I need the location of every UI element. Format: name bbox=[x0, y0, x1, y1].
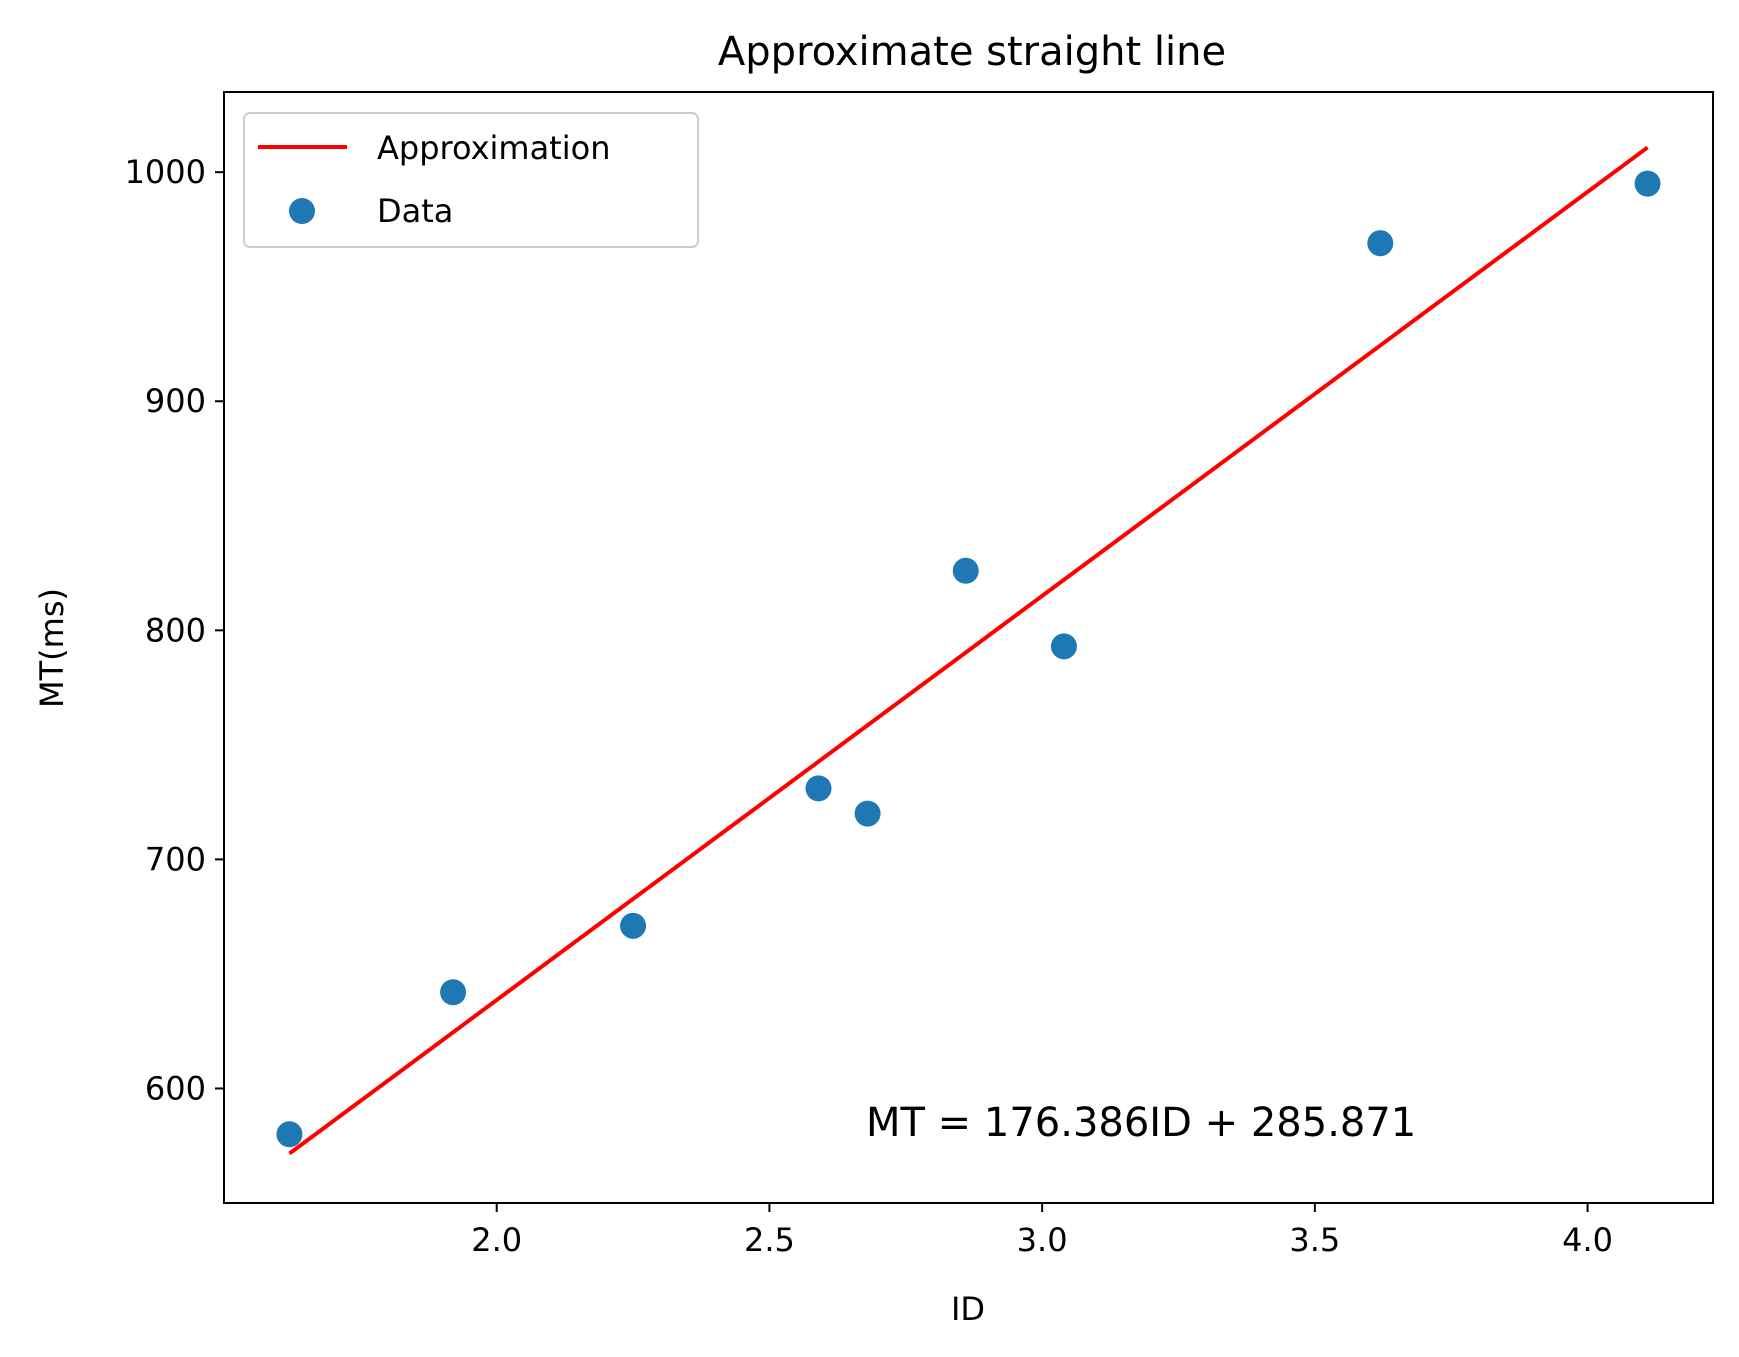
data-point bbox=[854, 800, 881, 827]
data-point bbox=[952, 557, 979, 584]
data-point bbox=[805, 775, 832, 802]
data-point bbox=[1050, 633, 1077, 660]
y-tick-label: 1000 bbox=[125, 153, 206, 191]
x-axis-label: ID bbox=[951, 1290, 985, 1328]
data-point bbox=[276, 1121, 303, 1148]
legend-label-approximation: Approximation bbox=[377, 129, 610, 167]
y-axis-label: MT(ms) bbox=[33, 588, 71, 708]
equation-annotation: MT = 176.386ID + 285.871 bbox=[866, 1100, 1416, 1146]
legend-frame bbox=[243, 112, 699, 248]
y-tick-label: 800 bbox=[145, 611, 206, 649]
chart-title: Approximate straight line bbox=[718, 29, 1226, 75]
data-point bbox=[620, 912, 647, 939]
data-point bbox=[1634, 170, 1661, 197]
y-tick-label: 600 bbox=[145, 1069, 206, 1107]
y-tick-label: 700 bbox=[145, 840, 206, 878]
data-point bbox=[440, 979, 467, 1006]
approximation-line bbox=[288, 145, 1649, 1156]
x-tick-label: 2.0 bbox=[471, 1221, 522, 1259]
x-tick-label: 4.0 bbox=[1562, 1221, 1613, 1259]
plot-area bbox=[276, 145, 1661, 1156]
axis-ticks: 2.0 2.5 3.0 3.5 4.0 600 700 800 900 1000 bbox=[125, 153, 1613, 1259]
x-tick-label: 3.0 bbox=[1017, 1221, 1068, 1259]
y-tick-label: 900 bbox=[145, 382, 206, 420]
legend-label-data: Data bbox=[377, 192, 453, 230]
x-tick-label: 2.5 bbox=[744, 1221, 795, 1259]
x-tick-label: 3.5 bbox=[1289, 1221, 1340, 1259]
legend: Approximation Data bbox=[243, 112, 699, 248]
plot-frame bbox=[223, 91, 1714, 1204]
data-point bbox=[1367, 230, 1394, 257]
legend-marker-data bbox=[289, 198, 315, 224]
